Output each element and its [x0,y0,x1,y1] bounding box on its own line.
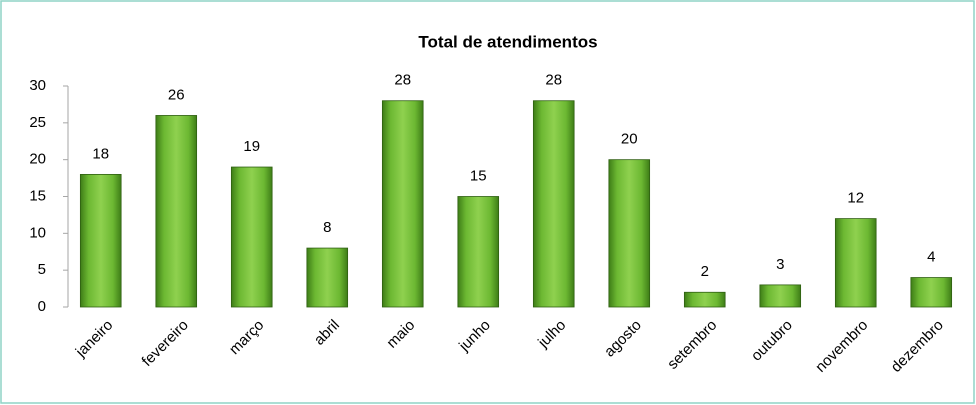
y-tick-label: 20 [29,151,46,168]
chart-title: Total de atendimentos [418,32,597,51]
data-label: 19 [243,138,260,155]
data-label: 28 [545,72,562,89]
bar [381,100,424,308]
data-label: 3 [776,256,784,273]
y-tick-label: 30 [29,77,46,94]
y-tick-label: 25 [29,114,46,131]
bar [155,115,198,308]
data-label: 28 [394,72,411,89]
data-label: 20 [621,131,638,148]
y-tick-label: 5 [38,261,46,278]
data-label: 18 [92,145,109,162]
bar [910,277,953,308]
y-tick-label: 15 [29,187,46,204]
bar [683,291,726,308]
data-label: 4 [927,249,935,266]
bar [457,196,500,308]
y-tick-label: 10 [29,224,46,241]
data-label: 26 [168,86,185,103]
data-label: 8 [323,219,331,236]
bar [532,100,575,308]
y-tick-label: 0 [38,298,46,315]
data-label: 2 [701,263,709,280]
bar [79,173,122,308]
bar [306,247,349,308]
data-label: 15 [470,167,487,184]
bar [230,166,273,308]
bar [834,218,877,308]
data-label: 12 [847,190,864,207]
bar [608,159,651,308]
bar [759,284,802,308]
